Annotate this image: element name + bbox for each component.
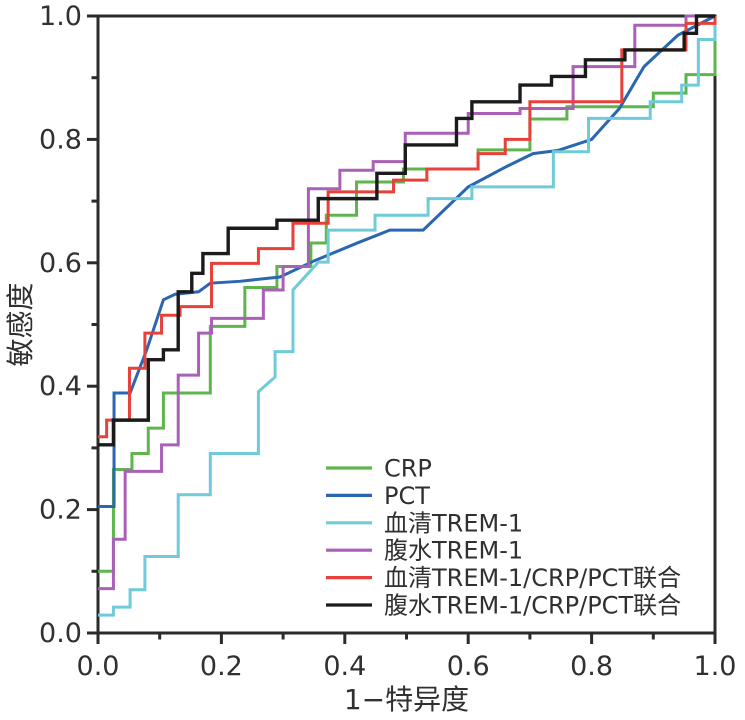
x-axis-title: 1−特异度 [344, 683, 469, 716]
curves [98, 14, 717, 617]
x-tick-label: 0.2 [200, 651, 243, 682]
y-tick-label: 0.0 [39, 618, 82, 649]
x-tick-label: 0.6 [447, 651, 490, 682]
legend-item: 血清TREM-1/CRP/PCT联合 [326, 564, 681, 592]
legend: CRPPCT血清TREM-1腹水TREM-1血清TREM-1/CRP/PCT联合… [326, 455, 681, 620]
roc-curve-2 [98, 16, 717, 617]
x-tick-label: 0.4 [323, 651, 366, 682]
y-tick-label: 0.4 [39, 371, 82, 402]
legend-label: 血清TREM-1/CRP/PCT联合 [384, 564, 681, 592]
legend-item: 腹水TREM-1 [326, 537, 523, 565]
x-tick-label: 1.0 [694, 651, 737, 682]
legend-item: PCT [326, 482, 430, 510]
legend-label: 腹水TREM-1/CRP/PCT联合 [384, 592, 681, 620]
y-tick-label: 1.0 [39, 1, 82, 32]
roc-curve-4 [98, 16, 717, 439]
roc-curve-5 [98, 14, 715, 447]
x-tick-label: 0.0 [77, 651, 120, 682]
y-axis: 0.0 0.2 0.4 0.6 0.8 1.0 [39, 1, 98, 649]
y-tick-label: 0.6 [39, 248, 82, 279]
legend-item: CRP [326, 455, 432, 483]
roc-curve-0 [98, 16, 717, 573]
x-axis: 0.0 0.2 0.4 0.6 0.8 1.0 [77, 633, 737, 682]
legend-label: CRP [384, 455, 432, 483]
y-tick-label: 0.2 [39, 495, 82, 526]
y-tick-label: 0.8 [39, 124, 82, 155]
y-axis-title: 敏感度 [4, 282, 37, 366]
legend-label: 血清TREM-1 [384, 509, 523, 537]
legend-label: 腹水TREM-1 [384, 537, 523, 565]
legend-item: 腹水TREM-1/CRP/PCT联合 [326, 592, 681, 620]
legend-item: 血清TREM-1 [326, 509, 523, 537]
x-tick-label: 0.8 [570, 651, 613, 682]
legend-label: PCT [384, 482, 430, 510]
